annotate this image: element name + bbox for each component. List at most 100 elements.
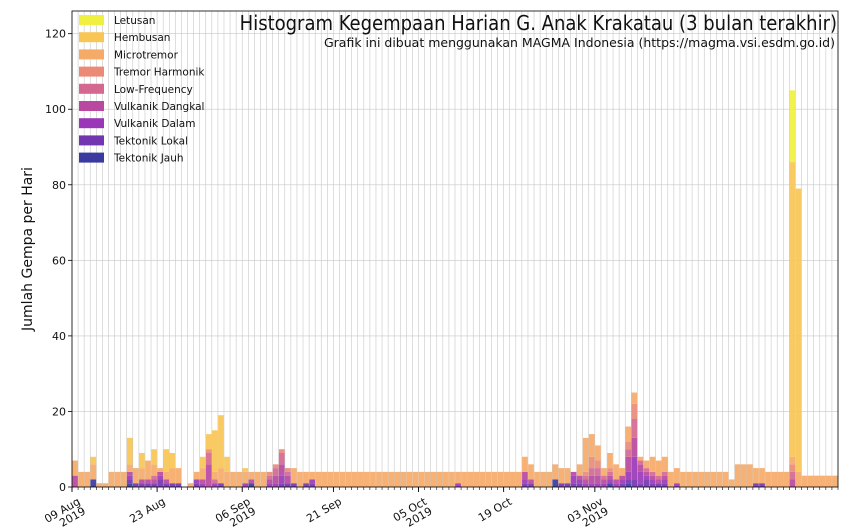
bar-segment [722, 471, 729, 487]
bar-segment [175, 468, 182, 484]
bar-segment [497, 471, 504, 487]
bar-segment [151, 449, 157, 465]
bar-segment [309, 479, 315, 484]
bar-segment [266, 479, 273, 484]
bar-segment [643, 471, 650, 476]
bar-segment [315, 471, 322, 487]
bar-segment [406, 471, 413, 487]
bar-segment [826, 475, 832, 487]
bar-segment [601, 479, 607, 484]
bar-segment [546, 471, 553, 487]
y-tick-label: 100 [45, 103, 66, 116]
bar-segment [248, 479, 255, 484]
bar-segment [163, 479, 170, 484]
bar-segment [783, 471, 790, 487]
bar-segment [692, 471, 698, 487]
bar-segment [212, 483, 218, 487]
bar-segment [157, 479, 163, 487]
bar-segment [72, 475, 78, 487]
bar-segment [655, 475, 662, 480]
bar-segment [260, 471, 267, 487]
legend-label: Microtremor [114, 49, 179, 61]
bar-segment [272, 483, 279, 487]
bar-segment [284, 475, 291, 484]
bar-segment [674, 468, 680, 484]
bar-segment [291, 468, 297, 484]
bar-segment [728, 479, 735, 487]
bar-segment [266, 483, 273, 487]
bar-segment [126, 464, 133, 472]
bar-segment [382, 471, 388, 487]
bar-segment [120, 471, 127, 487]
y-tick-label: 80 [52, 179, 66, 192]
bar-segment [601, 475, 607, 480]
legend-swatch [79, 135, 104, 146]
bar-segment [345, 471, 352, 487]
bar-segment [145, 483, 151, 487]
bar-segment [595, 483, 601, 487]
legend-swatch [79, 32, 104, 43]
bar-segment [72, 460, 78, 476]
bar-segment [108, 471, 115, 487]
bar-segment [491, 471, 498, 487]
bar-segment [187, 483, 194, 487]
bar-segment [272, 464, 279, 469]
bar-segment [661, 456, 668, 472]
bar-segment [588, 456, 595, 469]
bar-segment [631, 392, 638, 404]
bar-segment [248, 471, 255, 480]
bar-segment [303, 471, 309, 484]
bars-group [72, 90, 838, 487]
bar-segment [564, 483, 571, 487]
bar-segment [230, 471, 236, 487]
bar-segment [163, 449, 170, 472]
bar-segment [661, 479, 668, 484]
bar-segment [199, 479, 206, 484]
bar-segment [649, 479, 656, 484]
bar-segment [637, 483, 644, 487]
chart-subtitle: Grafik ini dibuat menggunakan MAGMA Indo… [324, 35, 835, 50]
bar-segment [248, 483, 255, 487]
bar-segment [819, 475, 826, 487]
bar-segment [479, 471, 486, 487]
bar-segment [126, 437, 133, 465]
bar-segment [461, 471, 467, 487]
bar-segment [552, 464, 559, 480]
bar-segment [789, 90, 796, 163]
legend-swatch [79, 118, 104, 129]
x-tick-label-line: 21 Sep [304, 495, 344, 525]
bar-segment [199, 483, 206, 487]
bar-segment [625, 441, 632, 450]
bar-segment [139, 479, 145, 484]
bar-segment [96, 483, 103, 487]
bar-segment [284, 483, 291, 487]
y-tick-label: 20 [52, 405, 66, 418]
bar-segment [291, 483, 297, 487]
bar-segment [418, 471, 425, 487]
bar-segment [631, 479, 638, 487]
legend-swatch [79, 101, 104, 111]
bar-segment [351, 471, 358, 487]
bar-segment [218, 483, 224, 487]
bar-segment [339, 471, 346, 487]
bar-segment [625, 449, 632, 457]
bar-segment [558, 483, 565, 487]
bar-segment [607, 468, 613, 472]
bar-segment [151, 464, 157, 476]
bar-segment [412, 471, 419, 487]
bar-segment [625, 426, 632, 442]
bar-segment [205, 464, 212, 487]
bar-segment [284, 471, 291, 476]
bar-segment [157, 468, 163, 472]
bar-segment [114, 471, 121, 487]
bar-segment [588, 475, 595, 484]
bar-segment [364, 471, 370, 487]
bar-segment [582, 471, 589, 476]
bar-segment [607, 479, 613, 484]
legend-label: Letusan [114, 15, 155, 27]
bar-segment [619, 468, 626, 476]
bar-segment [522, 483, 528, 487]
y-tick-label: 120 [45, 28, 66, 41]
